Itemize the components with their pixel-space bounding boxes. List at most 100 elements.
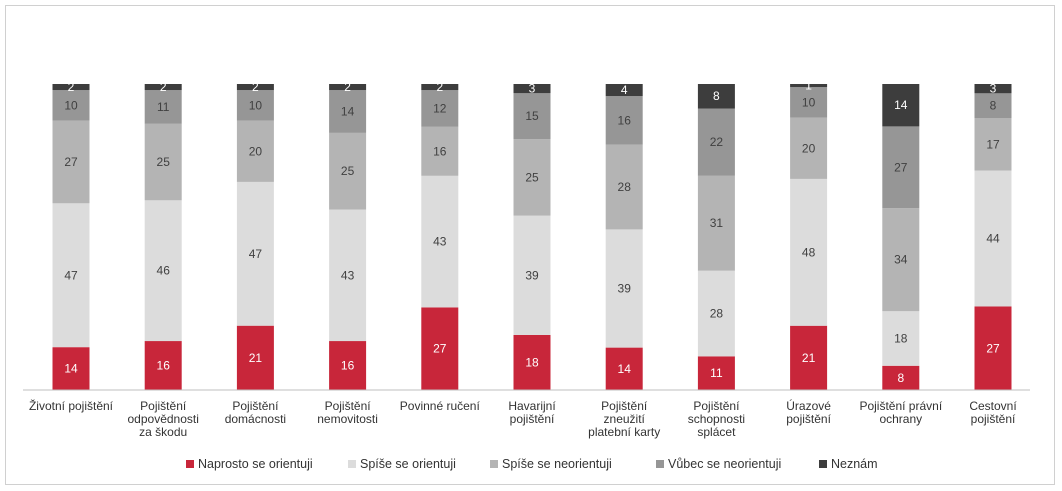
legend-label: Vůbec se neorientuji [668,457,781,471]
category-label: Pojištění schopnosti splácet [688,399,745,439]
bar-segment [605,229,643,348]
bar-segment [513,93,551,140]
bar-segment [236,120,274,182]
data-label: 15 [525,109,539,123]
legend-item: Spíše se neorientuji [490,457,612,471]
bar-segment [421,126,459,176]
bar-segment [605,84,643,97]
bar-segment [697,270,735,357]
data-label: 4 [621,83,628,97]
bar-segment [513,84,551,94]
category-label: Povinné ručení [400,399,481,413]
data-label: 25 [341,164,355,178]
legend-swatch [348,460,356,468]
data-label: 3 [990,82,997,96]
data-label: 44 [986,232,1000,246]
bar-segment [52,347,90,390]
bar-segment [790,178,828,326]
bar-segment [882,208,920,312]
bar-segment [974,84,1012,94]
category-label: Úrazové pojištění [786,398,831,426]
bar-segment [421,84,459,91]
data-label: 47 [249,247,263,261]
data-label: 2 [344,80,351,94]
bar-segment [882,365,920,390]
category-labels: Životní pojištění Pojištění odpovědnosti za… [29,398,1017,439]
data-label: 2 [436,80,443,94]
data-label: 20 [802,141,816,155]
data-label: 48 [802,245,816,259]
bar-segment [697,356,735,390]
bar-segment [697,175,735,271]
bar-segment [329,341,367,390]
data-label: 39 [525,268,539,282]
bar-segment [605,347,643,390]
bar-segment [52,84,90,91]
data-label: 20 [249,144,263,158]
data-label: 2 [160,80,167,94]
bar-segment [790,87,828,118]
bar-segment [882,311,920,366]
data-label: 3 [529,82,536,96]
bar-segment [882,126,920,209]
bar-segment [144,341,182,390]
bar-segment [421,175,459,308]
bar-segment [790,84,828,88]
data-label: 47 [64,268,78,282]
data-label: 18 [525,356,539,370]
bar-segment [697,84,735,109]
data-label: 8 [897,371,904,385]
data-label: 16 [341,359,355,373]
stacked-bar-chart: 1447271021646251122147201021643251422743… [23,79,1030,471]
chart-frame: 14 47 27 10 2 16 46 25 11 2 21 47 20 10 2 16 43 25 14 2 27 43… [5,5,1055,485]
legend-item: Neznám [819,457,878,471]
data-label: 14 [64,362,78,376]
data-label: 25 [525,170,539,184]
category-label: Havarijní pojištění [508,399,556,426]
bar-segment [144,123,182,201]
category-label: Cestovní pojištění [969,399,1017,426]
bar-segment [421,307,459,390]
bar-segment [144,200,182,342]
category-label: Pojištění odpovědnosti za škodu [128,399,199,439]
legend-swatch [490,460,498,468]
bar-segment [513,334,551,390]
legend-swatch [656,460,664,468]
data-label: 14 [618,362,632,376]
data-label: 14 [894,98,908,112]
data-label: 1 [805,79,812,93]
bar-segment [52,90,90,121]
data-label: 8 [990,99,997,113]
bar-segment [974,118,1012,171]
data-label: 22 [710,135,724,149]
data-label: 25 [157,155,171,169]
bar-segment [974,170,1012,307]
legend: Naprosto se orientuji Spíše se orientuji S… [186,457,878,471]
data-label: 16 [433,144,447,158]
data-label: 18 [894,332,908,346]
legend-swatch [186,460,194,468]
data-label: 8 [713,89,720,103]
bar-segment [790,325,828,390]
data-label: 39 [618,282,632,296]
legend-label: Spíše se neorientuji [502,457,612,471]
bar-segment [144,84,182,91]
data-label: 31 [710,216,724,230]
data-label: 27 [986,341,1000,355]
category-label: Pojištění nemovitosti [317,399,378,426]
bar-segment [882,84,920,127]
legend-label: Neznám [831,457,878,471]
data-label: 11 [157,100,170,114]
bar-segment [605,144,643,230]
data-label: 17 [986,137,1000,151]
bar-segment [513,215,551,335]
bar-segment [974,306,1012,390]
legend-label: Spíše se orientuji [360,457,456,471]
data-label: 43 [433,235,447,249]
data-label: 21 [802,351,816,365]
bar-segment [697,108,735,176]
bar-segment [144,90,182,124]
data-label: 27 [433,342,447,356]
bar-segment [605,96,643,145]
bar-segment [513,139,551,216]
